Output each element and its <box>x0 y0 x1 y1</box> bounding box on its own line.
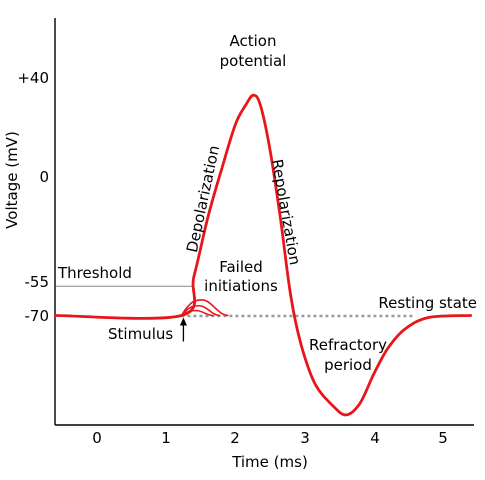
refractory-period-label-line1: Refractory <box>309 336 387 354</box>
y-tick-labels: +40 0 -55 -70 <box>17 69 49 325</box>
y-tick-label-0: 0 <box>39 168 49 186</box>
action-potential-label-line1: Action <box>230 32 277 50</box>
failed-initiation-curve-1 <box>180 299 229 317</box>
x-axis-title: Time (ms) <box>231 453 308 471</box>
x-tick-label-5: 5 <box>438 429 448 447</box>
repolarization-label: Repolarization <box>268 158 304 267</box>
depolarization-label: Depolarization <box>183 144 223 254</box>
y-tick-label-minus-70: -70 <box>25 307 50 325</box>
failed-initiations-label-line2: initiations <box>204 277 278 295</box>
failed-initiations-label-line1: Failed <box>219 258 263 276</box>
threshold-label: Threshold <box>57 264 132 282</box>
x-tick-label-2: 2 <box>230 429 240 447</box>
stimulus-arrow-icon <box>179 317 187 342</box>
y-tick-label-minus-55: -55 <box>25 273 50 291</box>
x-tick-label-1: 1 <box>161 429 171 447</box>
action-potential-curve <box>54 93 473 417</box>
resting-state-label: Resting state <box>378 294 477 312</box>
failed-initiation-curve-2 <box>180 304 221 317</box>
refractory-period-label-line2: period <box>324 356 372 374</box>
action-potential-label-line2: potential <box>220 52 287 70</box>
x-tick-label-3: 3 <box>300 429 310 447</box>
x-tick-label-4: 4 <box>370 429 380 447</box>
x-tick-label-0: 0 <box>92 429 102 447</box>
x-tick-labels: 0 1 2 3 4 5 <box>92 429 448 447</box>
stimulus-label: Stimulus <box>108 325 173 343</box>
y-axis-title: Voltage (mV) <box>3 131 21 229</box>
y-tick-label-40: +40 <box>17 69 49 87</box>
